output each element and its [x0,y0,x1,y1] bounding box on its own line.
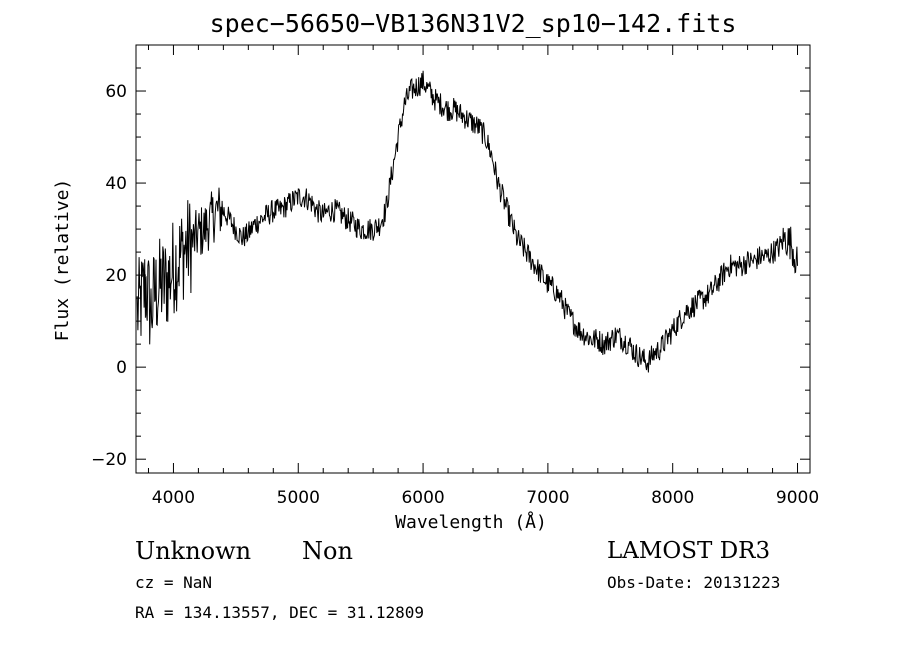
y-tick-label: 40 [105,174,127,194]
x-tick-label: 9000 [776,488,819,508]
axis-tick-labels: 4000 5000 6000 7000 8000 9000 −20 0 20 40 60 [91,82,819,508]
y-tick-label: 20 [105,266,127,286]
axis-ticks [136,44,810,473]
x-axis-label: Wavelength (Å) [395,511,547,533]
y-axis-label: Flux (relative) [52,179,73,342]
y-tick-label: −20 [91,450,127,470]
x-tick-label: 7000 [526,488,569,508]
spectral-class-label: Unknown [135,537,252,565]
obs-date-label: Obs-Date: 20131223 [607,573,781,592]
x-tick-label: 6000 [401,488,444,508]
y-tick-label: 0 [116,358,127,378]
coordinates-label: RA = 134.13557, DEC = 31.12809 [135,603,424,622]
redshift-label: cz = NaN [135,573,213,592]
spectral-subclass-label: Non [302,537,353,565]
plot-frame [135,44,811,474]
x-tick-label: 8000 [651,488,694,508]
x-tick-label: 4000 [152,488,195,508]
y-tick-label: 60 [105,82,127,102]
series-line-flux [136,70,798,373]
survey-label: LAMOST DR3 [607,538,771,564]
x-tick-label: 5000 [277,488,320,508]
chart-title: spec−56650−VB136N31V2_sp10−142.fits [210,9,737,38]
